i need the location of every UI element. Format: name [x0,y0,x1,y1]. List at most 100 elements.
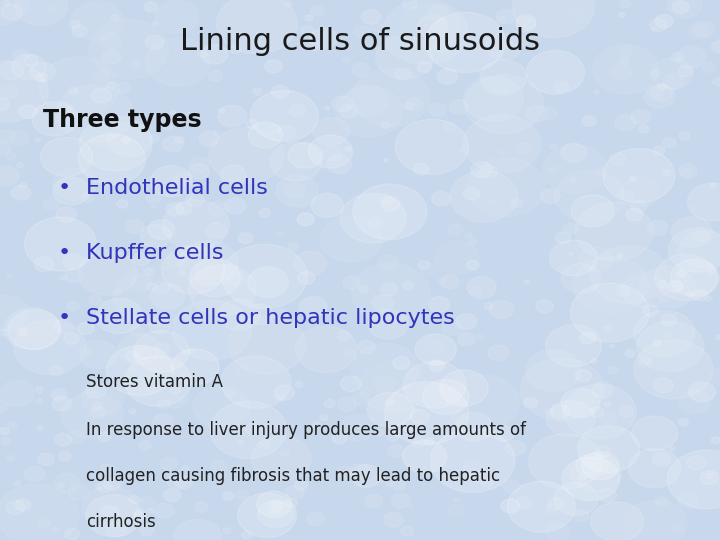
Circle shape [47,5,55,11]
Circle shape [391,480,406,490]
Circle shape [86,495,142,537]
Circle shape [400,3,461,49]
Circle shape [464,233,472,239]
Circle shape [176,202,192,215]
Circle shape [194,243,212,256]
Circle shape [271,502,282,511]
Circle shape [336,86,402,137]
Circle shape [404,426,410,431]
Circle shape [423,380,469,415]
Circle shape [582,116,596,126]
Circle shape [662,138,676,147]
Circle shape [669,446,675,451]
Circle shape [210,401,287,458]
Circle shape [248,122,282,148]
Circle shape [0,400,9,413]
Circle shape [631,200,647,212]
Circle shape [337,467,354,479]
Circle shape [486,34,521,60]
Circle shape [341,414,376,441]
Circle shape [467,158,545,217]
Circle shape [652,453,670,466]
Circle shape [157,400,170,409]
Circle shape [338,331,351,341]
Circle shape [516,143,531,154]
Circle shape [511,198,523,207]
Circle shape [0,0,28,25]
Circle shape [463,77,523,122]
Circle shape [12,50,28,62]
Circle shape [53,396,71,411]
Circle shape [467,276,496,298]
Circle shape [151,205,156,208]
Circle shape [186,193,204,207]
Circle shape [130,326,145,336]
Circle shape [678,493,698,509]
Circle shape [675,248,684,254]
Circle shape [579,247,612,272]
Circle shape [111,14,119,21]
Circle shape [465,75,543,133]
Circle shape [670,260,719,296]
Circle shape [621,273,668,308]
Circle shape [375,429,384,436]
Circle shape [497,9,516,24]
Circle shape [56,207,76,222]
Circle shape [671,217,712,247]
Circle shape [679,390,711,414]
Circle shape [561,143,586,162]
Circle shape [238,233,253,244]
Circle shape [246,304,274,325]
Circle shape [647,86,664,98]
Circle shape [311,193,343,218]
Circle shape [332,96,353,112]
Circle shape [430,360,445,371]
Circle shape [382,0,468,64]
Circle shape [12,55,46,80]
Circle shape [163,137,183,152]
Text: •: • [58,243,71,263]
Circle shape [0,141,11,154]
Circle shape [280,449,289,456]
Circle shape [310,28,338,49]
Circle shape [615,114,636,131]
Text: In response to liver injury produces large amounts of: In response to liver injury produces lar… [86,421,526,439]
Circle shape [576,454,608,478]
Circle shape [573,257,648,313]
Circle shape [17,162,24,168]
Circle shape [7,455,14,461]
Circle shape [668,228,720,272]
Circle shape [618,13,625,17]
Circle shape [575,202,653,261]
Circle shape [176,137,184,143]
Circle shape [1,4,22,20]
Circle shape [463,461,484,476]
Circle shape [381,197,400,211]
Circle shape [209,127,284,184]
Circle shape [524,280,530,284]
Circle shape [19,105,37,119]
Circle shape [679,230,720,268]
Circle shape [662,332,671,339]
Circle shape [276,395,284,401]
Circle shape [639,266,696,309]
Circle shape [294,480,307,490]
Circle shape [81,193,94,202]
Circle shape [367,392,413,427]
Circle shape [631,416,678,451]
Circle shape [382,122,390,129]
Circle shape [371,23,383,32]
Circle shape [485,303,493,309]
Circle shape [671,523,683,532]
Circle shape [179,240,238,285]
Circle shape [658,280,668,288]
Circle shape [413,408,417,411]
Circle shape [19,183,27,188]
Circle shape [384,382,469,444]
Circle shape [536,300,553,313]
Circle shape [139,474,148,480]
Circle shape [708,269,715,274]
Circle shape [463,114,541,173]
Circle shape [61,393,123,439]
Circle shape [417,15,448,38]
